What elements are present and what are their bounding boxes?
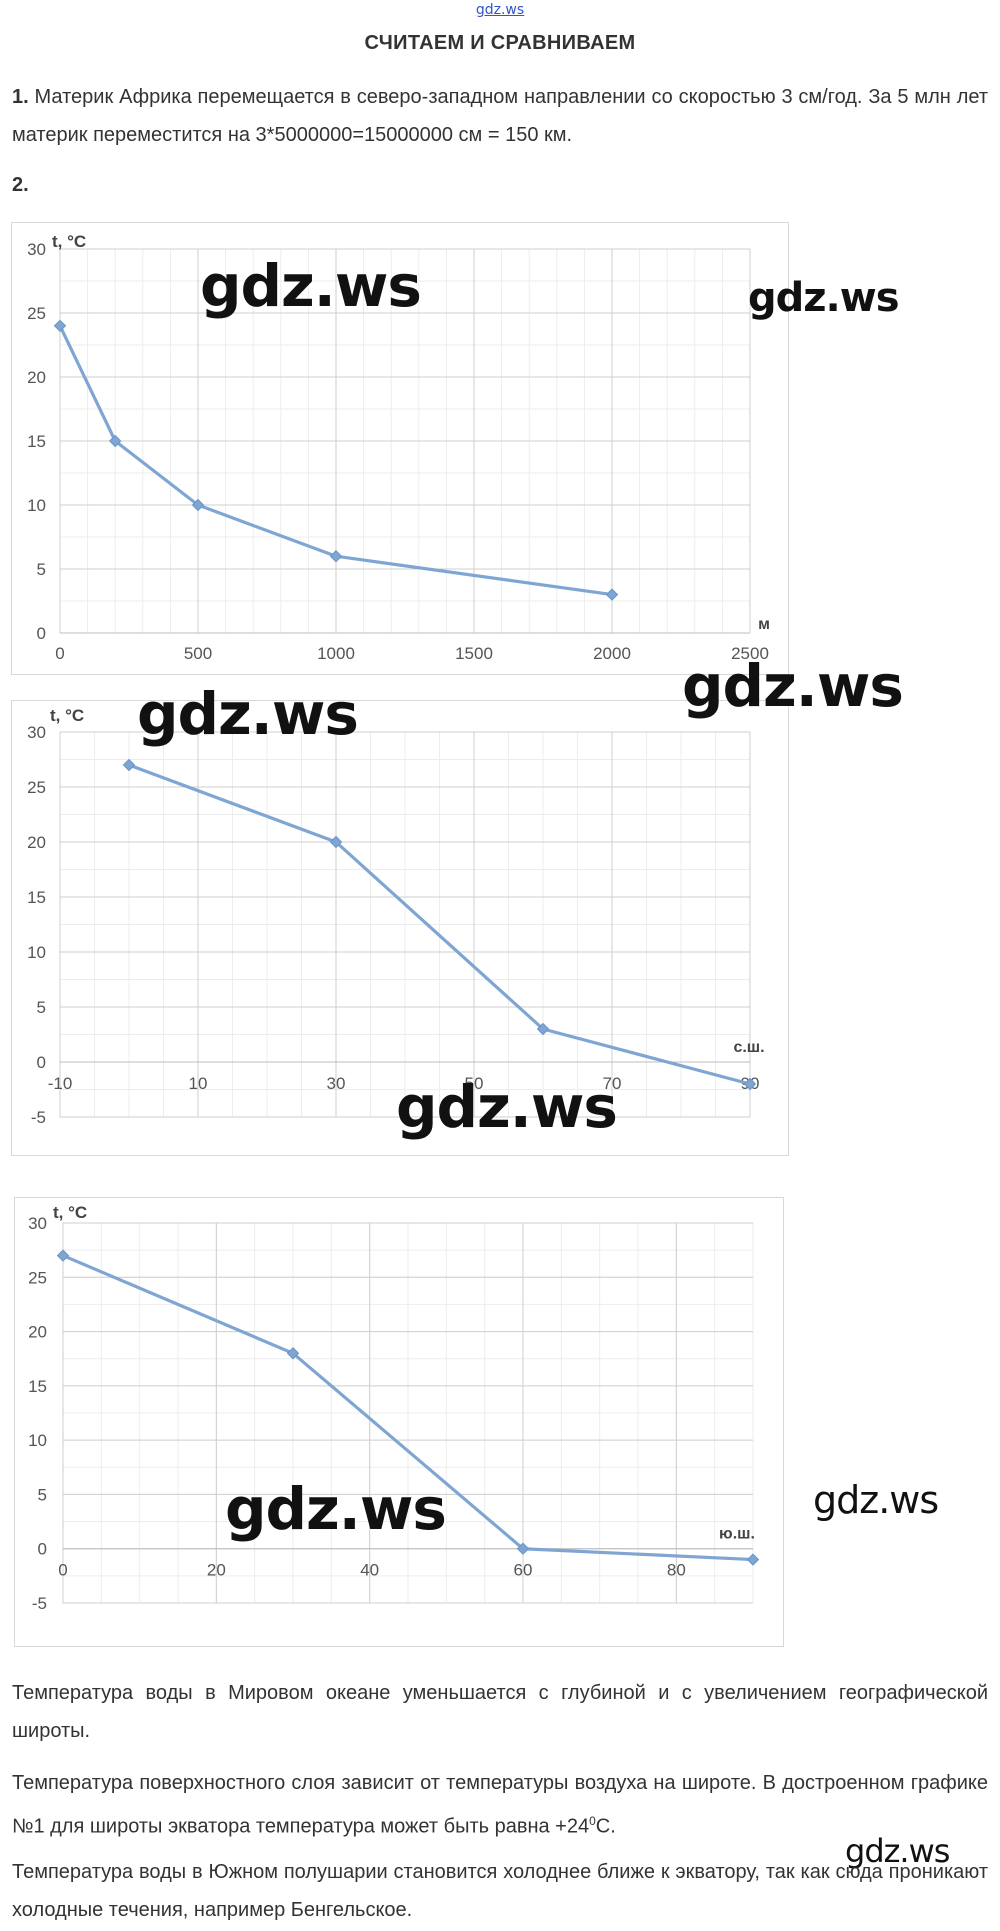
- chart-3-frame: -5 0 5 10 15 20 25 30 0 20 40 60 80 t, °C ю.ш.: [14, 1197, 784, 1647]
- task-2-paragraph: 2.: [12, 166, 988, 204]
- x-tick-label: -10: [48, 1074, 73, 1093]
- data-point-marker: [191, 498, 205, 512]
- conclusion-2-text: Температура поверхностного слоя зависит …: [12, 1772, 988, 1838]
- data-point-marker: [286, 1347, 300, 1360]
- series-line: [128, 763, 751, 1086]
- data-point-marker: [329, 835, 343, 849]
- x-tick-label: 1500: [455, 644, 493, 663]
- y-tick-label: 15: [27, 888, 46, 907]
- y-tick-label: 30: [27, 723, 46, 742]
- y-tick-label: 0: [37, 1053, 46, 1072]
- y-tick-label: 5: [37, 560, 46, 579]
- data-point-marker: [536, 1022, 550, 1036]
- degree-superscript: 0: [589, 1814, 596, 1828]
- y-tick-label: 25: [27, 304, 46, 323]
- y-tick-label: -5: [31, 1108, 46, 1127]
- y-tick-label: 0: [37, 624, 46, 643]
- y-tick-label: 0: [38, 1540, 47, 1559]
- task-1-text: Материк Африка перемещается в северо-зап…: [12, 86, 988, 146]
- y-tick-label: 5: [37, 998, 46, 1017]
- x-tick-label: 500: [184, 644, 212, 663]
- x-tick-label: 10: [189, 1074, 208, 1093]
- y-tick-label: -5: [32, 1594, 47, 1613]
- conclusion-paragraph-3: Температура воды в Южном полушарии стано…: [12, 1861, 988, 1921]
- y-tick-label: 20: [27, 833, 46, 852]
- x-tick-label: 60: [514, 1561, 533, 1580]
- x-tick-label: 1000: [317, 644, 355, 663]
- series-line: [62, 1254, 754, 1562]
- watermark-4: gdz.ws: [137, 680, 359, 748]
- watermark-8: gdz.ws: [845, 1832, 950, 1870]
- watermark-2: gdz.ws: [748, 275, 900, 321]
- page-title: СЧИТАЕМ И СРАВНИВАЕМ: [364, 32, 636, 54]
- data-point-marker: [746, 1553, 760, 1566]
- y-tick-label: 10: [27, 496, 46, 515]
- y-axis-label: t, °C: [52, 232, 86, 251]
- y-tick-label: 20: [28, 1323, 47, 1342]
- data-point-marker: [329, 549, 343, 563]
- x-tick-label: 20: [207, 1561, 226, 1580]
- task-2-number: 2.: [12, 174, 29, 196]
- y-axis-label: t, °C: [53, 1203, 87, 1222]
- x-tick-label: 80: [667, 1561, 686, 1580]
- y-tick-label: 30: [27, 240, 46, 259]
- y-tick-label: 25: [27, 778, 46, 797]
- chart-3-south-latitude: -5 0 5 10 15 20 25 30 0 20 40 60 80 t, °C ю.ш.: [28, 1203, 760, 1613]
- data-point-marker: [516, 1542, 530, 1555]
- data-point-marker: [605, 588, 619, 601]
- x-axis-label: с.ш.: [733, 1039, 764, 1056]
- x-tick-label: 2500: [731, 644, 769, 663]
- y-tick-label: 20: [27, 368, 46, 387]
- y-tick-label: 5: [38, 1485, 47, 1504]
- y-tick-label: 30: [28, 1214, 47, 1233]
- watermark-3: gdz.ws: [682, 652, 904, 720]
- chart-grid: [59, 731, 751, 1118]
- watermark-7: gdz.ws: [813, 1478, 939, 1522]
- data-point-marker: [108, 434, 122, 448]
- chart-grid: [62, 1222, 754, 1604]
- conclusion-paragraph-2: Температура поверхностного слоя зависит …: [12, 1764, 988, 1846]
- data-point-marker: [743, 1077, 757, 1091]
- x-tick-label: 0: [58, 1561, 67, 1580]
- top-watermark[interactable]: gdz.ws: [475, 2, 525, 18]
- watermark-1: gdz.ws: [200, 252, 422, 320]
- chart-1-depth: 0 5 10 15 20 25 30 0 500 1000 1500 2000 2500 t, °C м: [27, 232, 770, 663]
- watermark-6: gdz.ws: [225, 1475, 447, 1543]
- watermark-5: gdz.ws: [396, 1073, 618, 1141]
- conclusion-paragraph-1: Температура воды в Мировом океане уменьш…: [12, 1682, 988, 1742]
- y-tick-label: 15: [28, 1377, 47, 1396]
- x-tick-label: 2000: [593, 644, 631, 663]
- y-tick-label: 25: [28, 1268, 47, 1287]
- data-point-marker: [53, 319, 67, 333]
- chart-grid: [59, 248, 751, 634]
- y-tick-label: 10: [28, 1431, 47, 1450]
- x-tick-label: 70: [603, 1074, 622, 1093]
- task-1-number: 1.: [12, 86, 29, 108]
- data-point-marker: [122, 758, 136, 772]
- y-tick-label: 15: [27, 432, 46, 451]
- data-point-marker: [56, 1249, 70, 1262]
- chart-1-frame: 0 5 10 15 20 25 30 0 500 1000 1500 2000 2500 t, °C м: [11, 222, 789, 675]
- y-axis-label: t, °C: [50, 706, 84, 725]
- conclusion-2-unit: С.: [595, 1815, 616, 1838]
- task-1-paragraph: 1. Материк Африка перемещается в северо-…: [12, 78, 988, 154]
- x-tick-label: 30: [327, 1074, 346, 1093]
- y-tick-label: 10: [27, 943, 46, 962]
- x-axis-label: м: [758, 616, 770, 633]
- x-axis-label: ю.ш.: [719, 1526, 755, 1543]
- x-tick-label: 50: [465, 1074, 484, 1093]
- x-tick-label: 40: [360, 1561, 379, 1580]
- x-tick-label: 0: [55, 644, 64, 663]
